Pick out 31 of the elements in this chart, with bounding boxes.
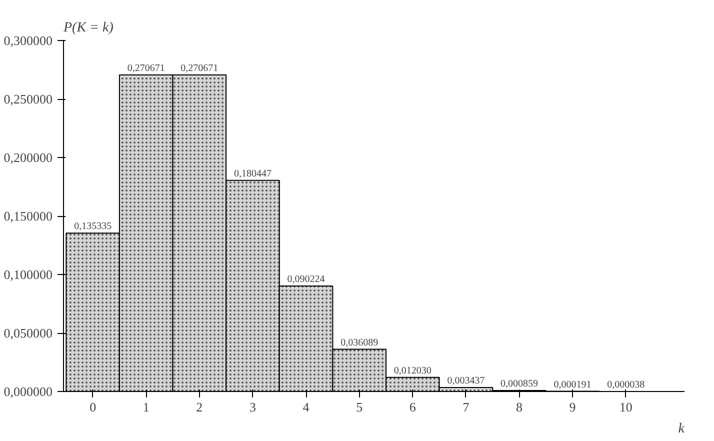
x-tick-label: 9 [569,400,576,414]
x-tick-label: 1 [142,400,150,414]
x-tick-label: 6 [409,400,416,414]
x-tick-label: 10 [619,400,632,414]
x-tick-label: 4 [302,400,310,414]
x-tick-label: 8 [516,400,523,414]
data-label: 0,180447 [234,168,272,180]
data-label: 0,036089 [340,337,378,348]
data-label: 0,003437 [447,375,485,386]
data-label: 0,270671 [127,62,165,74]
x-tick-label: 5 [356,400,363,414]
y-tick-label: 0,000000 [4,384,52,399]
x-axis-title: k [678,422,686,436]
y-tick-label: 0,200000 [4,150,52,165]
y-tick-label: 0,050000 [4,326,52,340]
data-label: 0,135335 [74,221,112,232]
y-axis-title: P(K = k) [62,20,114,36]
data-label: 0,012030 [394,365,432,376]
x-tick-label: 0 [90,400,96,414]
x-tick-label: 2 [196,400,203,414]
y-tick-label: 0,100000 [4,267,52,282]
data-label: 0,270671 [180,62,218,74]
data-label: 0,090224 [287,274,325,285]
y-tick-label: 0,300000 [4,33,52,48]
data-label: 0,000859 [500,378,538,390]
x-tick-label: 3 [249,400,256,414]
data-label: 0,000038 [607,379,645,390]
y-tick-label: 0,150000 [4,208,52,224]
x-tick-label: 7 [462,400,470,414]
data-label: 0,000191 [554,379,592,390]
y-tick-label: 0,250000 [4,92,52,106]
